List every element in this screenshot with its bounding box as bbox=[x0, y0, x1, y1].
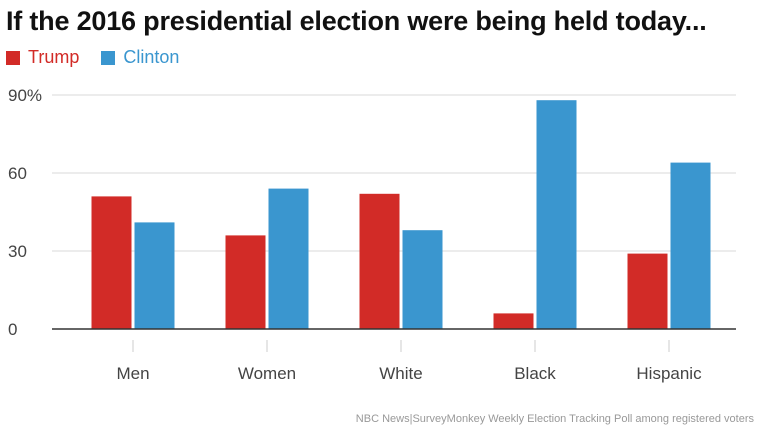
bar-trump-women bbox=[225, 235, 266, 329]
bar-trump-white bbox=[359, 193, 400, 329]
x-tick-label: Men bbox=[116, 364, 149, 383]
x-tick-label: White bbox=[379, 364, 422, 383]
x-tick-label: Hispanic bbox=[636, 364, 702, 383]
bar-trump-men bbox=[91, 196, 132, 329]
legend-label-trump: Trump bbox=[28, 47, 80, 67]
bar-clinton-women bbox=[268, 188, 309, 329]
legend-swatch-trump bbox=[6, 50, 20, 65]
bar-clinton-hispanic bbox=[670, 162, 711, 329]
source-note: NBC News|SurveyMonkey Weekly Election Tr… bbox=[355, 413, 754, 425]
bar-clinton-black bbox=[536, 100, 577, 329]
chart-title: If the 2016 presidential election were b… bbox=[6, 6, 707, 36]
bar-trump-hispanic bbox=[627, 253, 668, 329]
legend-swatch-clinton bbox=[101, 50, 116, 65]
legend-item-clinton: Clinton bbox=[101, 47, 179, 68]
y-tick-label: 90% bbox=[8, 86, 42, 105]
y-tick-label: 30 bbox=[8, 242, 27, 261]
bar-trump-black bbox=[493, 313, 534, 329]
y-tick-label: 0 bbox=[8, 320, 17, 339]
x-tick-label: Black bbox=[514, 364, 556, 383]
bar-clinton-white bbox=[402, 230, 443, 329]
y-tick-label: 60 bbox=[8, 164, 27, 183]
bar-clinton-men bbox=[134, 222, 175, 329]
x-tick-label: Women bbox=[238, 364, 296, 383]
legend-label-clinton: Clinton bbox=[123, 47, 180, 67]
legend-item-trump: Trump bbox=[6, 47, 79, 68]
legend: Trump Clinton bbox=[6, 47, 179, 68]
